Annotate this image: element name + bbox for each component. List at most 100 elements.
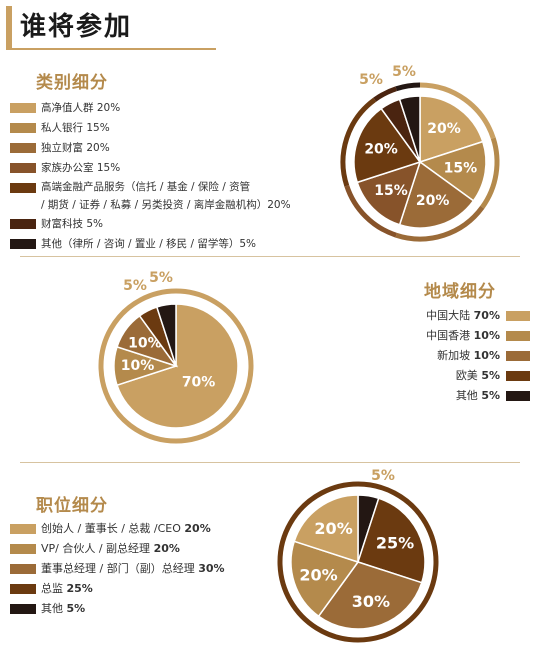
legend-item: VP/ 合伙人 / 副总经理 20% — [10, 539, 260, 559]
section-divider — [20, 256, 520, 257]
pie-slice — [419, 95, 484, 164]
legend-swatch — [10, 584, 36, 594]
slice-label: 70% — [182, 374, 216, 390]
legend-swatch — [506, 371, 530, 381]
legend-value: 10% — [473, 329, 500, 342]
slice-label: 15% — [444, 160, 478, 176]
slice-label: 20% — [364, 141, 398, 157]
slice-label: 25% — [376, 534, 414, 553]
pie-outer-ring-segment — [419, 82, 496, 139]
legend-item: 新加坡 10% — [310, 346, 530, 366]
slice-label-outside: 5% — [371, 468, 395, 484]
pie-outer-ring-segment — [373, 86, 398, 102]
legend-position: 创始人 / 董事长 / 总裁 /CEO 20% VP/ 合伙人 / 副总经理 2… — [10, 519, 260, 619]
legend-item: 其他（律所 / 咨询 / 置业 / 移民 / 留学等）5% — [10, 234, 330, 254]
pie-slice — [293, 494, 359, 564]
legend-swatch — [10, 604, 36, 614]
legend-swatch — [10, 143, 36, 153]
legend-value: 20% — [184, 522, 211, 535]
legend-label: 家族办公室 15% — [41, 162, 121, 174]
legend-value: 5% — [481, 389, 500, 402]
legend-item: 高净值人群 20% — [10, 98, 330, 118]
slice-label: 20% — [314, 519, 352, 538]
legend-label-line2: / 期货 / 证券 / 私募 / 另类投资 / 离岸金融机构）20% — [41, 199, 291, 211]
pie-outer-ring — [277, 481, 439, 643]
pie-outer-ring-segment — [340, 97, 377, 187]
legend-item: 财富科技 5% — [10, 214, 330, 234]
legend-swatch — [10, 103, 36, 113]
legend-label: 董事总经理 / 部门（副）总经理 — [41, 562, 195, 575]
legend-label: 财富科技 5% — [41, 218, 103, 230]
legend-swatch — [506, 331, 530, 341]
legend-label: 中国大陆 — [426, 309, 471, 322]
legend-label: 中国香港 — [426, 329, 471, 342]
section-title-category: 类别细分 — [36, 73, 108, 93]
legend-swatch — [10, 564, 36, 574]
legend-value: 10% — [473, 349, 500, 362]
pie-outer-ring-segment — [480, 137, 500, 209]
pie-slice — [317, 561, 423, 630]
legend-label: 高净值人群 20% — [41, 102, 121, 114]
legend-label: 高端金融产品服务（信托 / 基金 / 保险 / 资管 — [41, 181, 251, 193]
pie-slice — [155, 303, 177, 367]
pie-slice — [290, 540, 360, 618]
slice-label: 15% — [374, 183, 408, 199]
legend-value: 5% — [66, 602, 86, 615]
legend-item: 中国香港 10% — [310, 326, 530, 346]
legend-item: 其他 5% — [310, 386, 530, 406]
legend-swatch — [10, 544, 36, 554]
pie-slice — [398, 95, 421, 163]
legend-value: 5% — [481, 369, 500, 382]
legend-item: 独立财富 20% — [10, 138, 330, 158]
legend-label: 私人银行 15% — [41, 122, 110, 134]
legend-item: 其他 5% — [10, 599, 260, 619]
legend-item: 董事总经理 / 部门（副）总经理 30% — [10, 559, 260, 579]
legend-value: 30% — [198, 562, 225, 575]
legend-swatch — [506, 311, 530, 321]
slice-label: 20% — [299, 565, 337, 584]
section-divider — [20, 462, 520, 463]
legend-swatch — [10, 183, 36, 193]
legend-item: 创始人 / 董事长 / 总裁 /CEO 20% — [10, 519, 260, 539]
legend-value: 70% — [473, 309, 500, 322]
section-title-region: 地域细分 — [424, 282, 496, 302]
legend-label: 创始人 / 董事长 / 总裁 /CEO — [41, 522, 181, 535]
legend-swatch — [506, 391, 530, 401]
legend-value: 25% — [66, 582, 93, 595]
legend-label: 新加坡 — [437, 349, 471, 362]
legend-item: 高端金融产品服务（信托 / 基金 / 保险 / 资管 / 期货 / 证券 / 私募… — [10, 178, 330, 214]
pie-outer-ring-segment — [395, 82, 421, 92]
pie-slice — [398, 160, 475, 229]
legend-item: 家族办公室 15% — [10, 158, 330, 178]
legend-region: 中国大陆 70% 中国香港 10% 新加坡 10% 欧美 5% 其他 5% — [310, 306, 530, 406]
legend-value: 20% — [153, 542, 180, 555]
slice-label: 30% — [352, 592, 390, 611]
pie-slice — [353, 107, 422, 184]
legend-item: 总监 25% — [10, 579, 260, 599]
pie-outer-ring-segment — [395, 205, 485, 242]
pie-outer-ring — [98, 288, 254, 444]
section-title-position: 职位细分 — [36, 496, 108, 516]
legend-label: 其他 — [455, 389, 478, 402]
slice-label-outside: 5% — [359, 72, 383, 88]
page-title: 谁将参加 — [20, 12, 133, 42]
legend-item: 私人银行 15% — [10, 118, 330, 138]
slice-label: 10% — [128, 335, 162, 351]
slice-label-outside: 5% — [149, 270, 173, 286]
slice-label: 20% — [416, 193, 450, 209]
legend-label: 其他 — [41, 602, 63, 615]
slice-label-outside: 5% — [392, 64, 416, 80]
legend-category: 高净值人群 20% 私人银行 15% 独立财富 20% 家族办公室 15% 高端… — [10, 98, 330, 254]
legend-label: 总监 — [41, 582, 63, 595]
slice-label: 20% — [427, 121, 461, 137]
legend-item: 欧美 5% — [310, 366, 530, 386]
legend-swatch — [10, 239, 36, 249]
legend-label: 欧美 — [455, 369, 478, 382]
slice-label-outside: 5% — [123, 278, 147, 294]
title-accent-bar — [6, 6, 12, 48]
legend-swatch — [10, 524, 36, 534]
legend-swatch — [10, 163, 36, 173]
pie-slice — [418, 140, 487, 202]
pie-slice — [357, 497, 426, 584]
